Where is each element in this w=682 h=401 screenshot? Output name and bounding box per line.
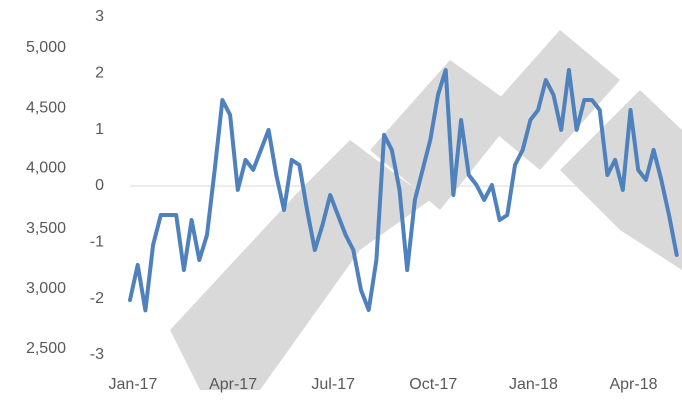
x-tick-label: Jan-18 — [509, 376, 558, 393]
watermark — [170, 30, 682, 390]
y2-tick-label: -2 — [90, 290, 104, 307]
y2-tick-label: -1 — [90, 234, 104, 251]
x-tick-label: Jul-17 — [311, 376, 355, 393]
y2-tick-label: 0 — [95, 177, 104, 194]
x-tick-label: Jan-17 — [109, 376, 158, 393]
watermark-shape — [300, 140, 430, 250]
y2-tick-label: -3 — [90, 346, 104, 363]
x-tick-label: Apr-17 — [209, 376, 257, 393]
watermark-shape — [480, 30, 620, 170]
y2-tick-label: 3 — [95, 8, 104, 25]
series-line — [128, 68, 679, 313]
x-tick-label: Apr-18 — [609, 376, 657, 393]
x-tick-label: Oct-17 — [409, 376, 457, 393]
watermark-shape — [370, 60, 520, 210]
y-tick-label: 5,000 — [26, 39, 66, 56]
y-tick-label: 3,500 — [26, 220, 66, 237]
y-tick-label: 3,000 — [26, 280, 66, 297]
y-tick-label: 2,500 — [26, 340, 66, 357]
y-tick-label: 4,500 — [26, 99, 66, 116]
y2-tick-label: 2 — [95, 65, 104, 82]
y2-tick-label: 1 — [95, 121, 104, 138]
y-tick-label: 4,000 — [26, 160, 66, 177]
